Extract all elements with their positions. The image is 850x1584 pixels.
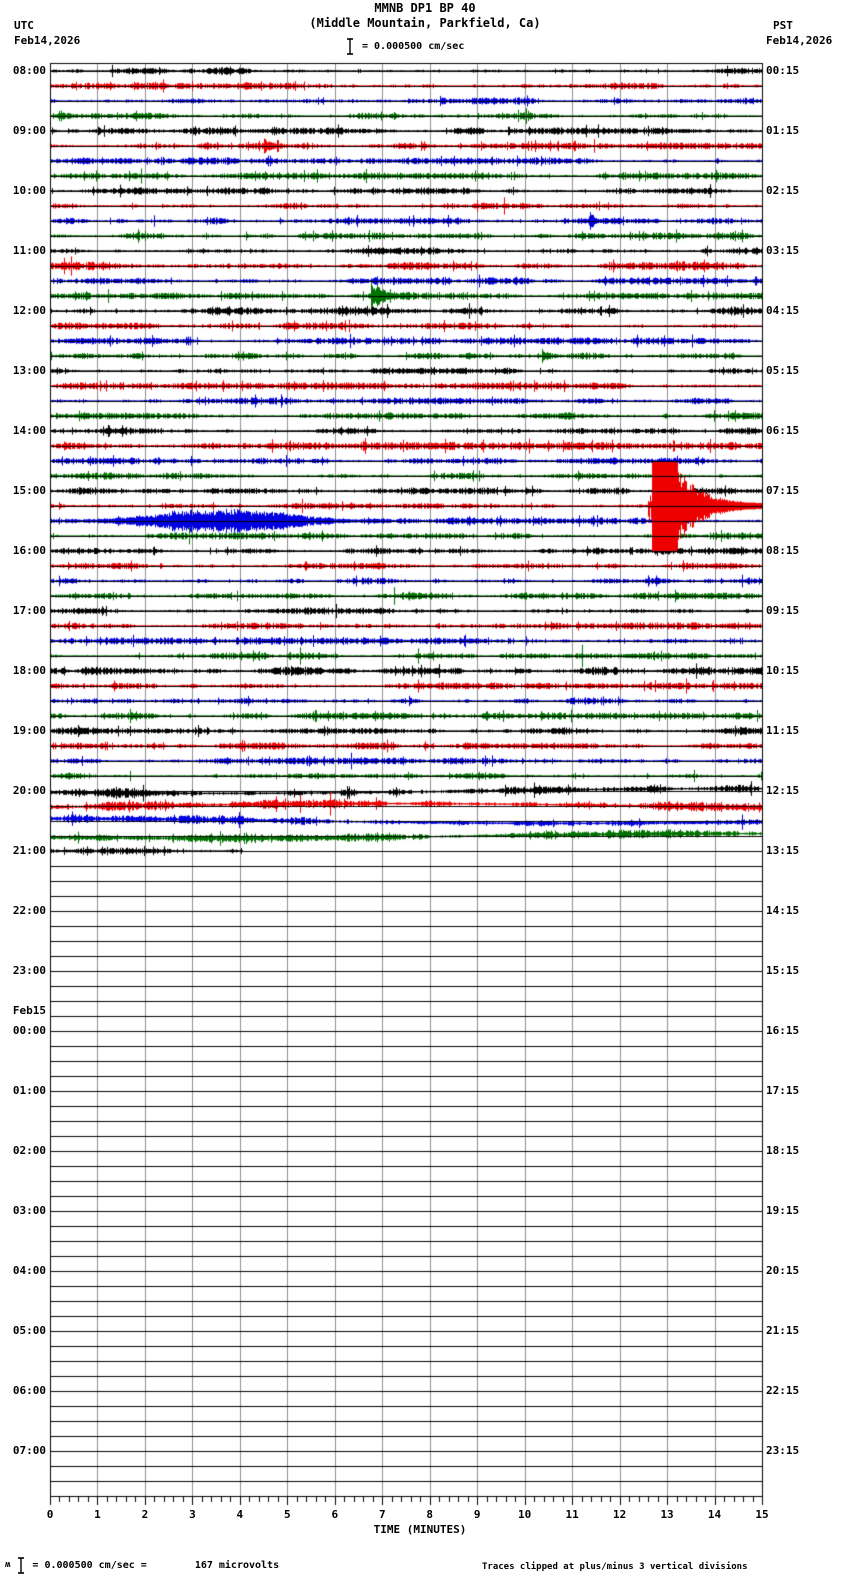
utc-hour-label: 17:00 [12,604,46,617]
utc-hour-label: 20:00 [12,784,46,797]
pst-hour-label: 20:15 [766,1264,800,1277]
utc-hour-label: 06:00 [12,1384,46,1397]
axis-tick-label: 5 [284,1508,291,1521]
utc-hour-label: 03:00 [12,1204,46,1217]
clip-note: Traces clipped at plus/minus 3 vertical … [482,1562,748,1572]
pst-hour-label: 06:15 [766,424,800,437]
pst-hour-label: 11:15 [766,724,800,737]
pst-hour-label: 10:15 [766,664,800,677]
utc-hour-label: 19:00 [12,724,46,737]
pst-hour-label: 15:15 [766,964,800,977]
axis-tick-label: 2 [141,1508,149,1521]
pst-hour-label: 05:15 [766,364,800,377]
axis-tick-label: 6 [331,1508,339,1521]
pst-hour-label: 18:15 [766,1144,800,1157]
axis-tick-label: 7 [378,1508,386,1521]
axis-tick-label: 13 [660,1508,674,1521]
utc-hour-label: 23:00 [12,964,46,977]
pst-hour-label: 02:15 [766,184,800,197]
axis-tick-label: 4 [236,1508,244,1521]
utc-hour-label: 00:00 [12,1024,46,1037]
utc-hour-label: 04:00 [12,1264,46,1277]
axis-tick-label: 11 [565,1508,579,1521]
pst-hour-label: 08:15 [766,544,800,557]
pst-hour-label: 13:15 [766,844,800,857]
pst-hour-label: 03:15 [766,244,800,257]
axis-tick-label: 15 [755,1508,769,1521]
scale-bar-icon [18,1556,25,1574]
pst-hour-label: 16:15 [766,1024,800,1037]
axis-tick-label: 3 [189,1508,196,1521]
utc-hour-label: 02:00 [12,1144,46,1157]
utc-hour-label: 05:00 [12,1324,46,1337]
utc-hour-label: 15:00 [12,484,46,497]
pst-hour-label: 07:15 [766,484,800,497]
utc-hour-label: 13:00 [12,364,46,377]
axis-tick-label: 1 [94,1508,101,1521]
utc-hour-label: 10:00 [12,184,46,197]
footer-scale-text: = 0.000500 cm/sec = [32,1559,147,1571]
axis-tick-label: 8 [426,1508,434,1521]
utc-hour-label: 11:00 [12,244,46,257]
utc-hour-label: 22:00 [12,904,46,917]
utc-hour-label: 07:00 [12,1444,46,1457]
pst-hour-label: 00:15 [766,64,800,77]
utc-hour-label: 21:00 [12,844,46,857]
date-rollover-label: Feb15 [12,1004,46,1017]
axis-tick-label: 9 [473,1508,481,1521]
footer-microvolts-text: 167 microvolts [194,1559,280,1571]
utc-hour-label: 16:00 [12,544,46,557]
trace-squiggle-icon: ʍ [5,1559,11,1570]
pst-hour-label: 22:15 [766,1384,800,1397]
utc-hour-label: 09:00 [12,124,46,137]
axis-tick-label: 10 [518,1508,532,1521]
utc-hour-label: 18:00 [12,664,46,677]
axis-tick-label: 14 [707,1508,722,1521]
pst-hour-label: 12:15 [766,784,800,797]
pst-hour-label: 14:15 [766,904,800,917]
utc-hour-label: 14:00 [12,424,46,437]
pst-hour-label: 09:15 [766,604,800,617]
pst-hour-label: 19:15 [766,1204,800,1217]
utc-hour-label: 08:00 [12,64,46,77]
pst-hour-label: 21:15 [766,1324,800,1337]
pst-hour-label: 01:15 [766,124,800,137]
axis-tick-label: 12 [612,1508,627,1521]
time-axis-label: TIME (MINUTES) [373,1523,467,1536]
pst-hour-label: 04:15 [766,304,800,317]
axis-tick-label: 0 [46,1508,54,1521]
utc-hour-label: 01:00 [12,1084,46,1097]
footer-scale-legend: ʍ = 0.000500 cm/sec = 167 microvolts [5,1556,279,1574]
pst-hour-label: 17:15 [766,1084,800,1097]
utc-hour-label: 12:00 [12,304,46,317]
pst-hour-label: 23:15 [766,1444,800,1457]
